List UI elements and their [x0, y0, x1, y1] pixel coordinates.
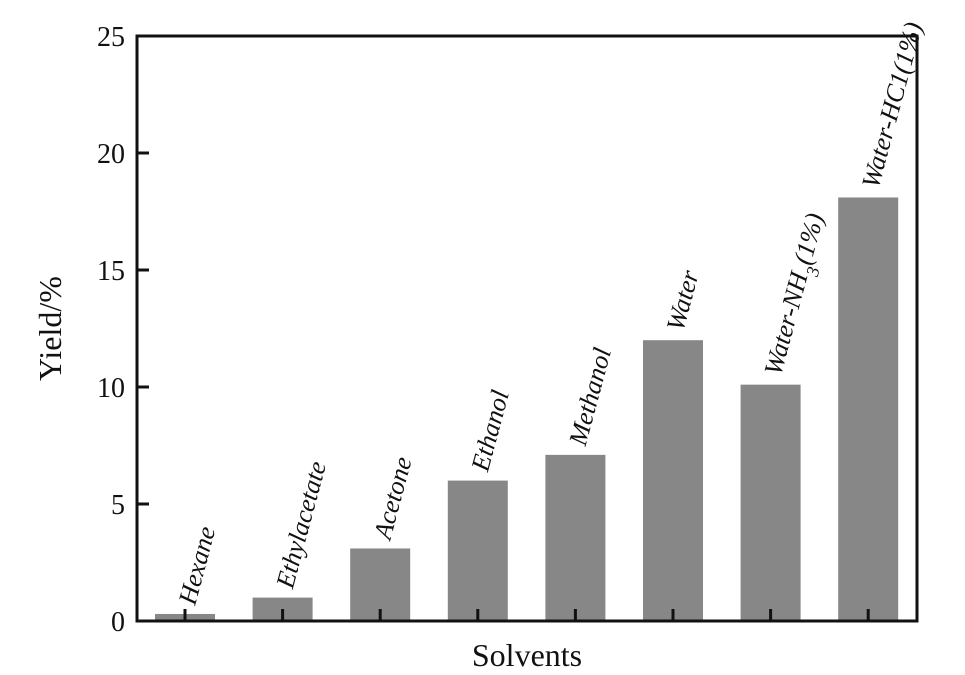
bar-label-name: Acetone: [367, 454, 417, 544]
y-axis-ticks: 0 5 10 15 20 25: [97, 22, 149, 638]
bar: [545, 454, 606, 621]
y-tick-label: 10: [97, 373, 125, 404]
bar-label: Hexane: [173, 523, 222, 608]
y-tick-label: 5: [111, 490, 125, 521]
bar-label-name: Ethylacetate: [270, 458, 332, 592]
bar-label-name: Methanol: [563, 345, 617, 450]
bar-label-name: Hexane: [173, 523, 222, 608]
bar: [838, 197, 899, 621]
x-axis-title: Solvents: [472, 637, 582, 673]
y-axis-title: Yield/%: [32, 276, 68, 381]
bar-label: Ethanol: [465, 387, 515, 475]
y-tick-label: 15: [97, 256, 125, 287]
bar: [447, 480, 508, 621]
bar-label-suffix: (1%): [788, 210, 829, 268]
bar-label: Acetone: [367, 454, 417, 544]
x-axis-ticks: [183, 609, 870, 621]
y-tick-label: 20: [97, 139, 125, 170]
bar-label-name: Ethanol: [465, 387, 515, 475]
bar-label-name: Water-NH: [758, 268, 814, 379]
y-tick-label: 25: [97, 22, 125, 53]
bar-label-name: Water: [661, 266, 705, 333]
bar-label: Methanol: [563, 345, 617, 450]
bar-label: Ethylacetate: [270, 458, 332, 592]
bar-label: Water: [661, 266, 705, 333]
y-tick-label: 0: [111, 607, 125, 638]
bar: [740, 384, 801, 621]
bars-group: [155, 197, 899, 621]
bar: [350, 548, 411, 621]
bar: [643, 340, 703, 621]
bar-label: Water-NH3(1%): [758, 210, 837, 380]
plot-frame: [135, 34, 919, 623]
